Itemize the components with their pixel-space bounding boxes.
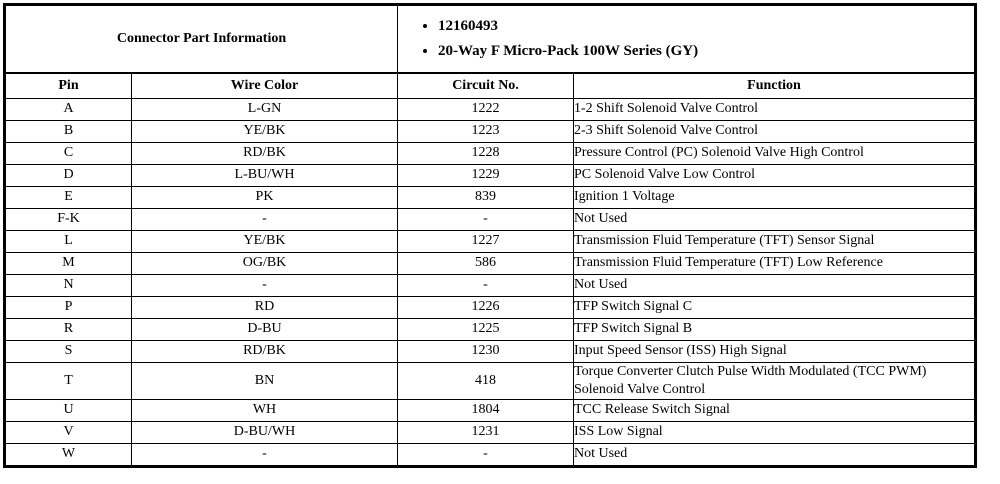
function-cell: Pressure Control (PC) Solenoid Valve Hig… bbox=[573, 141, 976, 165]
table-row: N - - Not Used bbox=[4, 273, 976, 297]
part-info-values-cell: 1216049320-Way F Micro-Pack 100W Series … bbox=[397, 4, 976, 73]
table-row: T BN 418 Torque Converter Clutch Pulse Widt… bbox=[4, 361, 976, 400]
circuit-cell: 1225 bbox=[397, 317, 574, 341]
pin-cell: E bbox=[4, 185, 132, 209]
function-cell: Ignition 1 Voltage bbox=[573, 185, 976, 209]
circuit-cell: 1229 bbox=[397, 163, 574, 187]
circuit-cell: - bbox=[397, 273, 574, 297]
connector-pinout-table: Connector Part Information 1216049320-Wa… bbox=[3, 3, 977, 468]
pin-cell: D bbox=[4, 163, 132, 187]
function-cell: Input Speed Sensor (ISS) High Signal bbox=[573, 339, 976, 363]
circuit-cell: 1228 bbox=[397, 141, 574, 165]
wire-color-cell: PK bbox=[131, 185, 398, 209]
function-cell: 1-2 Shift Solenoid Valve Control bbox=[573, 97, 976, 121]
wire-color-cell: RD/BK bbox=[131, 339, 398, 363]
circuit-cell: 586 bbox=[397, 251, 574, 275]
function-cell: PC Solenoid Valve Low Control bbox=[573, 163, 976, 187]
table-row: F-K - - Not Used bbox=[4, 207, 976, 231]
part-info-section: Connector Part Information 1216049320-Wa… bbox=[4, 4, 976, 99]
column-header-circuit-no: Circuit No. bbox=[397, 71, 574, 99]
wire-color-cell: - bbox=[131, 207, 398, 231]
function-cell: TFP Switch Signal C bbox=[573, 295, 976, 319]
pin-cell: S bbox=[4, 339, 132, 363]
function-cell: TFP Switch Signal B bbox=[573, 317, 976, 341]
column-header-function: Function bbox=[573, 71, 976, 99]
wire-color-cell: BN bbox=[131, 361, 398, 400]
circuit-cell: 1222 bbox=[397, 97, 574, 121]
table-row: C RD/BK 1228 Pressure Control (PC) Solenoid… bbox=[4, 141, 976, 165]
wire-color-cell: D-BU bbox=[131, 317, 398, 341]
pin-cell: F-K bbox=[4, 207, 132, 231]
wire-color-cell: OG/BK bbox=[131, 251, 398, 275]
part-info-bullet-item: 20-Way F Micro-Pack 100W Series (GY) bbox=[438, 39, 974, 64]
part-info-bullet-item: 12160493 bbox=[438, 14, 974, 39]
table-row: V D-BU/WH 1231 ISS Low Signal bbox=[4, 420, 976, 444]
pin-cell: U bbox=[4, 398, 132, 422]
pin-cell: V bbox=[4, 420, 132, 444]
wire-color-cell: RD/BK bbox=[131, 141, 398, 165]
table-row: P RD 1226 TFP Switch Signal C bbox=[4, 295, 976, 319]
wire-color-cell: YE/BK bbox=[131, 119, 398, 143]
circuit-cell: 1226 bbox=[397, 295, 574, 319]
circuit-cell: 839 bbox=[397, 185, 574, 209]
pin-cell: M bbox=[4, 251, 132, 275]
pin-cell: R bbox=[4, 317, 132, 341]
function-cell: Torque Converter Clutch Pulse Width Modu… bbox=[573, 361, 976, 400]
wire-color-cell: RD bbox=[131, 295, 398, 319]
function-cell: Not Used bbox=[573, 273, 976, 297]
pin-cell: N bbox=[4, 273, 132, 297]
table-row: W - - Not Used bbox=[4, 442, 976, 467]
wire-color-cell: - bbox=[131, 442, 398, 467]
table-row: B YE/BK 1223 2-3 Shift Solenoid Valve Contr… bbox=[4, 119, 976, 143]
circuit-cell: 1230 bbox=[397, 339, 574, 363]
table-row: U WH 1804 TCC Release Switch Signal bbox=[4, 398, 976, 422]
pin-cell: C bbox=[4, 141, 132, 165]
pin-cell: T bbox=[4, 361, 132, 400]
table-row: A L-GN 1222 1-2 Shift Solenoid Valve Contro… bbox=[4, 97, 976, 121]
circuit-cell: - bbox=[397, 207, 574, 231]
wire-color-cell: L-GN bbox=[131, 97, 398, 121]
table-row: L YE/BK 1227 Transmission Fluid Temperature… bbox=[4, 229, 976, 253]
table-row: D L-BU/WH 1229 PC Solenoid Valve Low Contro… bbox=[4, 163, 976, 187]
pin-cell: B bbox=[4, 119, 132, 143]
circuit-cell: 1227 bbox=[397, 229, 574, 253]
wire-color-cell: YE/BK bbox=[131, 229, 398, 253]
pin-cell: W bbox=[4, 442, 132, 467]
table-row: R D-BU 1225 TFP Switch Signal B bbox=[4, 317, 976, 341]
wire-color-cell: WH bbox=[131, 398, 398, 422]
function-cell: TCC Release Switch Signal bbox=[573, 398, 976, 422]
wire-color-cell: - bbox=[131, 273, 398, 297]
column-header-row: Pin Wire Color Circuit No. Function bbox=[4, 71, 976, 99]
wire-color-cell: D-BU/WH bbox=[131, 420, 398, 444]
function-cell: Not Used bbox=[573, 207, 976, 231]
function-cell: 2-3 Shift Solenoid Valve Control bbox=[573, 119, 976, 143]
function-cell: Not Used bbox=[573, 442, 976, 467]
pin-cell: P bbox=[4, 295, 132, 319]
circuit-cell: 1223 bbox=[397, 119, 574, 143]
circuit-cell: 1804 bbox=[397, 398, 574, 422]
function-cell: Transmission Fluid Temperature (TFT) Low… bbox=[573, 251, 976, 275]
table-row: M OG/BK 586 Transmission Fluid Temperature … bbox=[4, 251, 976, 275]
part-info-title: Connector Part Information bbox=[4, 4, 398, 73]
pin-cell: A bbox=[4, 97, 132, 121]
column-header-pin: Pin bbox=[4, 71, 132, 99]
circuit-cell: 1231 bbox=[397, 420, 574, 444]
part-info-row: Connector Part Information 1216049320-Wa… bbox=[4, 4, 976, 73]
table-row: E PK 839 Ignition 1 Voltage bbox=[4, 185, 976, 209]
function-cell: Transmission Fluid Temperature (TFT) Sen… bbox=[573, 229, 976, 253]
table-row: S RD/BK 1230 Input Speed Sensor (ISS) High … bbox=[4, 339, 976, 363]
wire-color-cell: L-BU/WH bbox=[131, 163, 398, 187]
circuit-cell: - bbox=[397, 442, 574, 467]
pin-cell: L bbox=[4, 229, 132, 253]
column-header-wire-color: Wire Color bbox=[131, 71, 398, 99]
pinout-table-body: A L-GN 1222 1-2 Shift Solenoid Valve Contro… bbox=[4, 97, 976, 467]
circuit-cell: 418 bbox=[397, 361, 574, 400]
part-info-bullet-list: 1216049320-Way F Micro-Pack 100W Series … bbox=[399, 14, 975, 64]
function-cell: ISS Low Signal bbox=[573, 420, 976, 444]
